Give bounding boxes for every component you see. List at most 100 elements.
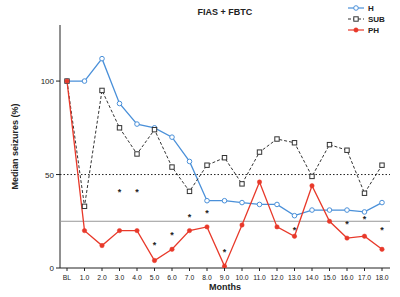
point <box>135 152 139 156</box>
legend-marker <box>354 17 358 21</box>
point <box>135 122 140 127</box>
x-tick <box>259 268 260 271</box>
point <box>240 182 244 186</box>
point <box>187 189 191 193</box>
series-line <box>67 59 382 216</box>
x-tick-label: 5.0 <box>150 274 160 281</box>
point <box>240 223 244 227</box>
y-axis-label: Median seizures (%) <box>10 103 20 189</box>
reference-line <box>60 174 390 175</box>
legend-label: PH <box>368 26 379 35</box>
point <box>187 228 191 232</box>
legend: H SUB PH <box>348 4 385 35</box>
point <box>222 264 226 268</box>
x-tick-label: 14.0 <box>305 274 318 281</box>
point <box>380 247 384 251</box>
point <box>275 225 279 229</box>
point <box>205 225 209 229</box>
point <box>292 213 297 218</box>
x-tick <box>154 268 155 271</box>
x-tick-label: BL <box>63 274 72 281</box>
point <box>275 202 280 207</box>
annotation: * <box>118 187 122 197</box>
x-tick-label: 13.0 <box>288 274 301 281</box>
x-tick-label: 9.0 <box>220 274 230 281</box>
y-tick <box>56 268 60 269</box>
point <box>362 234 366 238</box>
x-tick-label: 1.0 <box>80 274 90 281</box>
x-tick <box>224 268 225 271</box>
point <box>292 141 296 145</box>
annotation: * <box>205 208 209 218</box>
x-axis-label: Months <box>209 282 241 292</box>
point <box>240 200 245 205</box>
point <box>65 79 69 83</box>
point <box>205 198 210 203</box>
annotation: * <box>223 247 227 257</box>
point <box>82 79 87 84</box>
point <box>100 56 105 61</box>
x-tick <box>119 268 120 271</box>
x-tick <box>294 268 295 271</box>
legend-label: SUB <box>368 15 385 24</box>
y-tick-label: 0 <box>50 264 55 273</box>
legend-marker <box>354 28 358 32</box>
point <box>82 228 86 232</box>
point <box>205 163 209 167</box>
x-tick-label: 8.0 <box>202 274 212 281</box>
point <box>310 184 314 188</box>
point <box>82 204 86 208</box>
x-tick <box>312 268 313 271</box>
point <box>380 200 385 205</box>
point <box>117 101 122 106</box>
point <box>135 228 139 232</box>
point <box>327 142 331 146</box>
y-tick-label: 100 <box>41 77 55 86</box>
x-tick <box>189 268 190 271</box>
x-tick <box>347 268 348 271</box>
point <box>187 159 192 164</box>
x-tick-label: 10.0 <box>235 274 248 281</box>
x-tick-label: 15.0 <box>323 274 336 281</box>
point <box>257 202 262 207</box>
x-tick-label: 17.0 <box>358 274 371 281</box>
x-tick <box>172 268 173 271</box>
point <box>222 156 226 160</box>
plot-area <box>60 56 390 268</box>
x-tick-label: 7.0 <box>185 274 195 281</box>
legend-marker <box>354 6 359 11</box>
x-tick-label: 12.0 <box>270 274 283 281</box>
x-tick-label: 6.0 <box>167 274 177 281</box>
point <box>65 79 70 84</box>
x-tick <box>277 268 278 271</box>
x-tick <box>242 268 243 271</box>
y-tick-label: 50 <box>45 171 54 180</box>
annotation: * <box>380 225 384 235</box>
legend-label: H <box>368 4 374 13</box>
point <box>275 137 279 141</box>
x-tick <box>207 268 208 271</box>
x-tick-label: 2.0 <box>97 274 107 281</box>
annotation: * <box>363 214 367 224</box>
x-tick <box>329 268 330 271</box>
point <box>170 135 175 140</box>
point <box>222 198 227 203</box>
y-tick <box>56 81 60 82</box>
x-tick-label: 4.0 <box>132 274 142 281</box>
point <box>117 228 121 232</box>
point <box>310 208 315 213</box>
point <box>327 219 331 223</box>
point <box>65 79 69 83</box>
x-tick-label: 16.0 <box>340 274 353 281</box>
x-tick <box>137 268 138 271</box>
annotation: * <box>135 187 139 197</box>
y-axis <box>60 25 61 268</box>
x-tick-label: 11.0 <box>253 274 266 281</box>
point <box>327 208 332 213</box>
series-line <box>67 81 382 206</box>
annotation: * <box>345 219 349 229</box>
annotation: * <box>170 230 174 240</box>
point <box>100 88 104 92</box>
point <box>100 243 104 247</box>
annotation: * <box>188 212 192 222</box>
